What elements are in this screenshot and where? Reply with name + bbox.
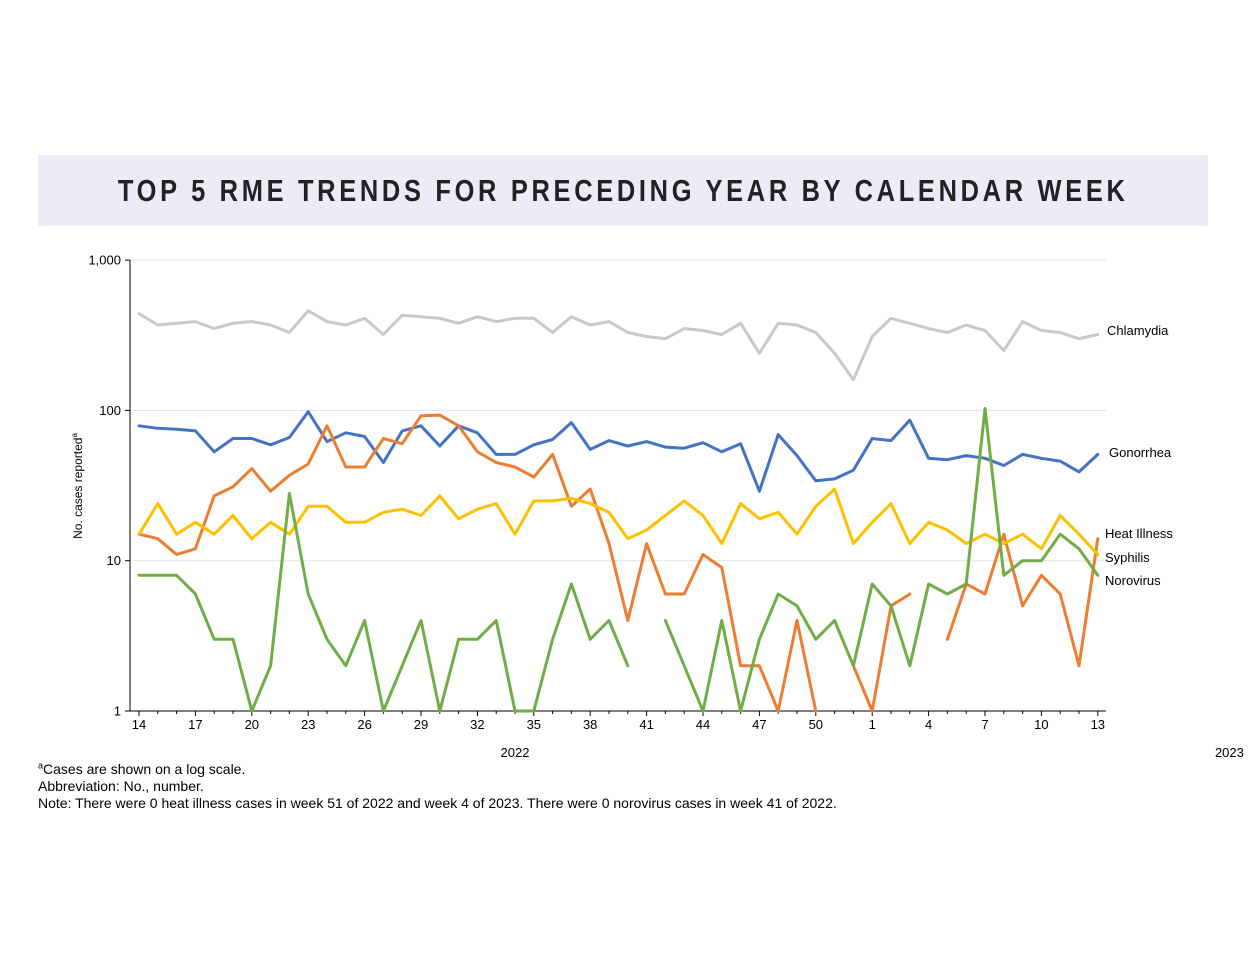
series-line <box>137 487 1100 556</box>
series-label: Gonorrhea <box>1109 445 1172 460</box>
series-chlamydia <box>137 309 1100 382</box>
y-tick-label: 1 <box>114 704 121 719</box>
y-axis-label: No. cases reporteda <box>70 433 85 539</box>
x-tick-label: 4 <box>925 717 932 732</box>
x-tick-label: 1 <box>869 717 876 732</box>
x-tick-label: 26 <box>357 717 371 732</box>
series-label: Syphilis <box>1105 550 1150 565</box>
series-gonorrhea <box>137 410 1100 493</box>
footnotes: aCases are shown on a log scale. Abbrevi… <box>38 761 837 812</box>
series-line <box>137 410 1100 493</box>
x-tick-label: 32 <box>470 717 484 732</box>
x-tick-label: 35 <box>527 717 541 732</box>
y-tick-label: 100 <box>99 403 121 418</box>
chart-title: TOP 5 RME TRENDS FOR PRECEDING YEAR BY C… <box>117 172 1129 208</box>
y-tick-label: 10 <box>107 553 121 568</box>
x-tick-label: 17 <box>188 717 202 732</box>
series-syphilis <box>137 487 1100 556</box>
x-tick-label: 14 <box>132 717 146 732</box>
series-line <box>663 407 1100 713</box>
x-tick-label: 38 <box>583 717 597 732</box>
x-tick-label: 50 <box>809 717 823 732</box>
x-tick-label: 20 <box>245 717 259 732</box>
footnote-abbreviation: Abbreviation: No., number. <box>38 778 204 794</box>
x-tick-label: 44 <box>696 717 710 732</box>
footnote-log-scale: aCases are shown on a log scale. <box>38 760 246 777</box>
chart-title-band: TOP 5 RME TRENDS FOR PRECEDING YEAR BY C… <box>38 155 1208 226</box>
x-tick-label: 23 <box>301 717 315 732</box>
x-year-label: 2022 <box>501 745 530 760</box>
series-line <box>137 492 630 713</box>
series-label: Norovirus <box>1105 573 1161 588</box>
series-norovirus <box>137 407 1100 713</box>
x-tick-label: 10 <box>1034 717 1048 732</box>
series-line <box>851 592 912 713</box>
x-year-label: 2023 <box>1215 745 1244 760</box>
x-tick-label: 13 <box>1091 717 1105 732</box>
series-line <box>137 309 1100 382</box>
series-heat-illness <box>137 413 1100 713</box>
series-line <box>945 532 1100 668</box>
series-label: Heat Illness <box>1105 526 1173 541</box>
series-line <box>137 413 818 713</box>
y-tick-label: 1,000 <box>88 253 121 268</box>
x-tick-label: 47 <box>752 717 766 732</box>
x-tick-label: 29 <box>414 717 428 732</box>
y-axis-label-superscript: a <box>70 433 79 438</box>
footnote-zero-cases: Note: There were 0 heat illness cases in… <box>38 795 837 811</box>
x-tick-label: 7 <box>981 717 988 732</box>
series-label: Chlamydia <box>1107 323 1169 338</box>
x-tick-label: 41 <box>639 717 653 732</box>
